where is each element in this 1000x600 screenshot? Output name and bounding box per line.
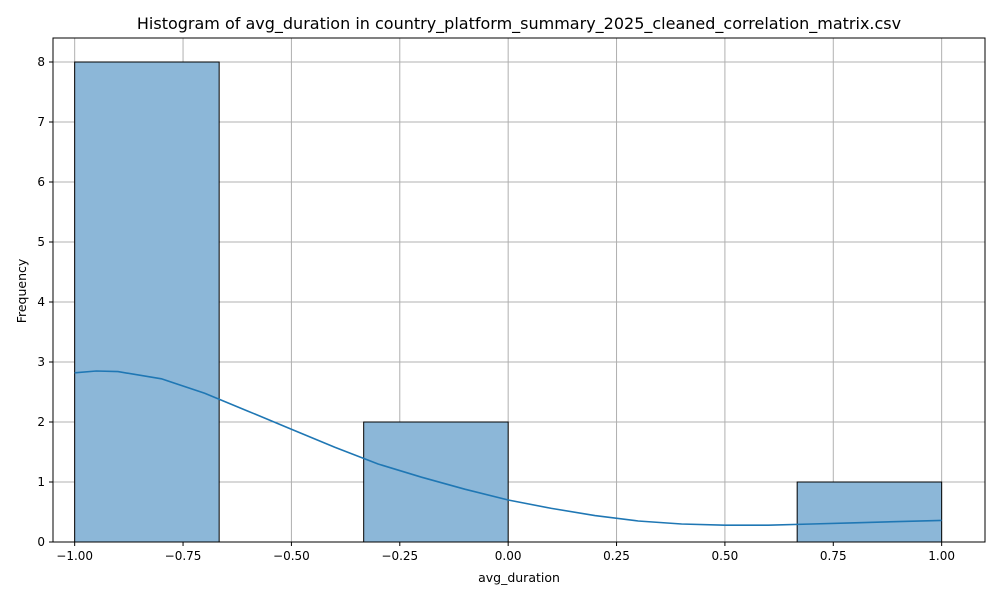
chart-title: Histogram of avg_duration in country_pla…: [137, 14, 901, 34]
x-tick-label: −0.75: [165, 549, 202, 563]
x-axis-title: avg_duration: [478, 570, 560, 585]
x-axis-ticks: −1.00 −0.75 −0.50 −0.25 0.00 0.25 0.50 0.75 1.00: [56, 542, 955, 563]
y-tick-label: 3: [37, 355, 45, 369]
x-tick-label: 0.50: [712, 549, 739, 563]
y-tick-label: 0: [37, 535, 45, 549]
y-tick-label: 6: [37, 175, 45, 189]
y-axis-ticks: 0 1 2 3 4 5 6 7 8: [37, 55, 53, 549]
histogram-bars: [74, 61, 943, 543]
x-tick-label: 0.25: [603, 549, 630, 563]
y-tick-label: 7: [37, 115, 45, 129]
x-tick-label: 0.75: [820, 549, 847, 563]
x-tick-label: −0.50: [273, 549, 310, 563]
y-axis-title: Frequency: [14, 258, 29, 323]
x-tick-label: 0.00: [495, 549, 522, 563]
histogram-bar: [796, 481, 943, 543]
y-tick-label: 5: [37, 235, 45, 249]
y-tick-label: 4: [37, 295, 45, 309]
y-tick-label: 8: [37, 55, 45, 69]
x-tick-label: 1.00: [928, 549, 955, 563]
kde-curve: [74, 370, 942, 526]
y-tick-label: 2: [37, 415, 45, 429]
y-tick-label: 1: [37, 475, 45, 489]
x-tick-label: −1.00: [56, 549, 93, 563]
plot-frame: [52, 37, 986, 543]
histogram-bar: [74, 61, 220, 543]
x-tick-label: −0.25: [381, 549, 418, 563]
